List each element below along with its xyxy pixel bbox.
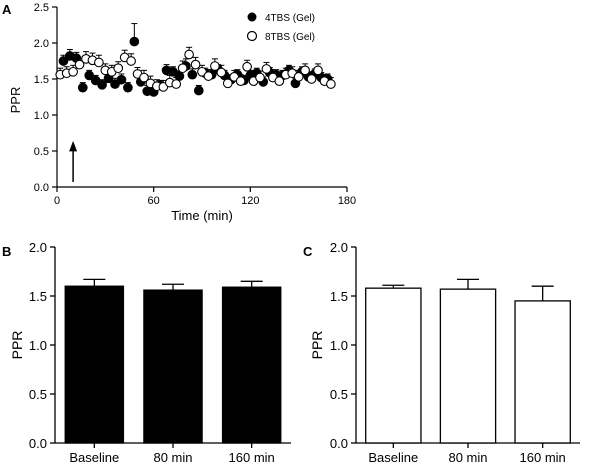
data-point-8tbs: [261, 64, 272, 74]
data-point-8tbs: [242, 61, 252, 72]
panel-a-y-tick-label: 1.0: [34, 110, 49, 122]
data-point-8tbs: [293, 71, 304, 82]
panel-a-y-tick-label: 0.5: [34, 146, 49, 158]
data-point-8tbs: [300, 65, 310, 76]
panel-c-axes: 0.0 0.5 1.0 1.5 2.0 Baseline 80 min 160 min: [330, 240, 580, 465]
panel-c-bar: [365, 287, 422, 444]
panel-c-bar: [514, 300, 571, 444]
data-point-8tbs: [68, 66, 78, 77]
data-point-4tbs: [84, 70, 95, 81]
data-point-8tbs: [235, 76, 246, 87]
panel-b-y-tick-label: 1.5: [29, 289, 47, 304]
panel-a-y-tick-label: 1.5: [34, 74, 49, 86]
panel-b-bar: [143, 289, 203, 444]
legend-label-4tbs: 4TBS (Gel): [265, 13, 315, 24]
panel-a-x-tick-label: 180: [338, 195, 356, 207]
panel-c-x-tick-label: 80 min: [448, 450, 487, 465]
panel-b-y-tick-label: 2.0: [29, 240, 47, 255]
panel-c-x-tick-label: Baseline: [368, 450, 418, 465]
panel-c-y-tick-label: 2.0: [330, 240, 348, 255]
panel-a-x-tick-label: 0: [54, 195, 60, 207]
panel-a-stimulus-arrow: [69, 140, 78, 182]
panel-c-y-tick-label: 1.5: [330, 289, 348, 304]
panel-a-x-tick-label: 60: [148, 195, 160, 207]
data-point-4tbs: [193, 85, 204, 96]
panel-b-x-tick-label: 160 min: [229, 450, 275, 465]
data-point-8tbs: [94, 57, 104, 68]
panel-c-y-tick-label: 0.5: [330, 387, 348, 402]
data-point-8tbs: [222, 78, 233, 89]
panel-a-xlabel: Time (min): [171, 208, 233, 223]
data-point-4tbs: [187, 69, 198, 80]
data-point-4tbs: [77, 82, 88, 93]
data-point-8tbs: [139, 72, 149, 83]
panel-c-bars: [365, 278, 571, 444]
panel-label-c: C: [303, 244, 313, 259]
data-point-4tbs: [58, 56, 69, 66]
data-point-4tbs: [129, 36, 140, 47]
panel-c-x-tick-label: 160 min: [520, 450, 566, 465]
panel-c-ylabel: PPR: [309, 331, 325, 360]
legend-marker-8tbs: [246, 30, 258, 42]
panel-a-y-tick-label: 0.0: [34, 182, 49, 194]
panel-a-data-marks: [55, 23, 336, 97]
panel-a-plot: 0.0 0.5 1.0 1.5 2.0 2.5 0 60 120 180 Time (min) P…: [8, 2, 356, 223]
panel-b-y-tick-label: 1.0: [29, 338, 47, 353]
data-point-8tbs: [184, 49, 194, 60]
panel-c-plot: 0.0 0.5 1.0 1.5 2.0 Baseline 80 min 160 min PPR: [309, 240, 580, 465]
data-point-8tbs: [203, 71, 214, 81]
data-point-8tbs: [326, 79, 336, 89]
panel-b-ylabel: PPR: [9, 331, 25, 360]
panel-b-y-tick-label: 0.0: [29, 436, 47, 451]
data-point-8tbs: [74, 59, 85, 70]
data-point-4tbs: [97, 79, 107, 90]
data-point-8tbs: [190, 59, 201, 70]
data-point-8tbs: [313, 65, 323, 76]
panel-label-b: B: [2, 244, 11, 259]
data-point-8tbs: [274, 76, 285, 87]
legend-marker-4tbs: [247, 12, 257, 22]
panel-a-x-tick-label: 120: [241, 195, 259, 207]
data-point-8tbs: [171, 79, 182, 89]
panel-a-axes: 0.0 0.5 1.0 1.5 2.0 2.5 0 60 120 180: [34, 2, 356, 207]
panel-label-a: A: [2, 2, 12, 17]
data-point-4tbs: [123, 82, 133, 93]
panel-b-x-tick-label: Baseline: [69, 450, 119, 465]
data-point-8tbs: [255, 72, 265, 83]
panel-b-plot: 0.0 0.5 1.0 1.5 2.0 Baseline 80 min 160 min PPR: [9, 240, 291, 465]
legend-label-8tbs: 8TBS (Gel): [265, 32, 315, 43]
panel-b-y-tick-label: 0.5: [29, 387, 47, 402]
panel-b-x-tick-label: 80 min: [153, 450, 192, 465]
arrow-head: [69, 140, 78, 152]
panel-b-bar: [64, 285, 125, 444]
panel-a-ylabel: PPR: [8, 87, 23, 114]
panel-a-legend: 4TBS (Gel) 8TBS (Gel): [246, 12, 315, 43]
data-point-4tbs: [116, 74, 127, 85]
data-point-8tbs: [210, 61, 220, 71]
panel-c-y-tick-label: 0.0: [330, 436, 348, 451]
panel-b-bars: [64, 278, 282, 444]
data-point-8tbs: [216, 67, 227, 78]
data-point-8tbs: [306, 74, 317, 84]
panel-a-y-tick-label: 2.5: [34, 2, 49, 14]
panel-c-bar: [439, 288, 497, 444]
data-point-8tbs: [126, 56, 136, 66]
panel-c-y-tick-label: 1.0: [330, 338, 348, 353]
data-point-8tbs: [177, 63, 188, 74]
panel-a-y-tick-label: 2.0: [34, 38, 49, 50]
panel-b-bar: [221, 286, 282, 444]
data-point-8tbs: [113, 63, 124, 74]
